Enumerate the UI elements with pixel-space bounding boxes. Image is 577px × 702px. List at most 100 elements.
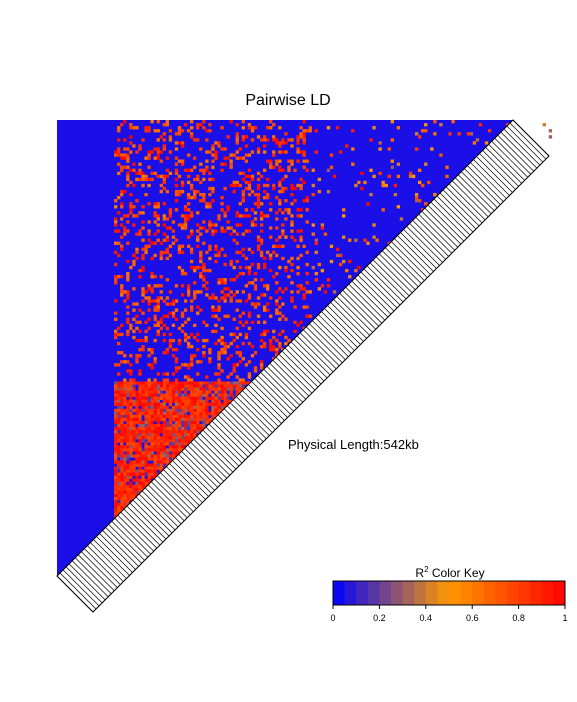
heatmap-cell [162, 445, 166, 449]
heatmap-cell [259, 238, 264, 242]
heatmap-cell [156, 387, 160, 391]
heatmap-cell [123, 414, 127, 419]
heatmap-cell [144, 244, 148, 248]
heatmap-cell [214, 153, 218, 157]
heatmap-cell [117, 126, 121, 130]
heatmap-cell [159, 430, 163, 434]
heatmap-cell [247, 281, 252, 285]
color-key-swatch [437, 581, 450, 605]
heatmap-cell [302, 244, 306, 248]
heatmap-cell [117, 427, 121, 431]
heatmap-cell [135, 150, 139, 154]
heatmap-cell [183, 272, 188, 276]
heatmap-cell [162, 402, 166, 407]
snp-position-marker [178, 454, 215, 491]
heatmap-cell [135, 360, 139, 364]
heatmap-cell [351, 162, 355, 166]
heatmap-cell [117, 408, 121, 413]
heatmap-cell [123, 393, 127, 397]
heatmap-cell [293, 320, 297, 324]
heatmap-cell [466, 132, 470, 136]
heatmap-cell [259, 366, 264, 370]
heatmap-cell [193, 354, 197, 358]
heatmap-cell [153, 220, 157, 224]
heatmap-cell [153, 463, 157, 467]
heatmap-cell [117, 326, 121, 331]
heatmap-cell [138, 454, 142, 458]
heatmap-cell [253, 202, 258, 206]
heatmap-cell [235, 390, 239, 394]
color-key-swatch [530, 581, 543, 605]
heatmap-cell [120, 430, 124, 434]
heatmap-cell [180, 250, 185, 255]
heatmap-cell [266, 250, 270, 255]
heatmap-cell [138, 396, 142, 400]
snp-position-marker [439, 192, 477, 230]
heatmap-cell [290, 281, 294, 285]
heatmap-cell [232, 189, 236, 194]
heatmap-cell [168, 344, 173, 349]
heatmap-cell [190, 411, 194, 416]
heatmap-cell [241, 272, 246, 276]
heatmap-cell [296, 138, 300, 142]
heatmap-cell [153, 202, 157, 206]
heatmap-cell [244, 256, 249, 261]
heatmap-cell [202, 399, 206, 404]
heatmap-cell [256, 320, 261, 324]
heatmap-cell [168, 393, 173, 397]
heatmap-cell [147, 457, 151, 461]
heatmap-cell [126, 402, 130, 407]
snp-position-marker [324, 308, 361, 345]
heatmap-cell [150, 457, 154, 461]
heatmap-cell [159, 387, 163, 391]
heatmap-cell [129, 192, 133, 197]
heatmap-cell [305, 281, 309, 285]
heatmap-cell [217, 250, 221, 255]
heatmap-cell [424, 123, 428, 127]
snp-position-marker [321, 311, 358, 348]
heatmap-cell [138, 469, 142, 473]
heatmap-cell [117, 509, 121, 513]
heatmap-cell [174, 390, 179, 394]
heatmap-cell [208, 244, 212, 248]
heatmap-cell [150, 475, 154, 480]
heatmap-cell [244, 214, 249, 218]
heatmap-cell [354, 268, 358, 273]
heatmap-cell [302, 153, 306, 157]
heatmap-cell [275, 217, 279, 221]
heatmap-cell [250, 220, 255, 224]
heatmap-cell [126, 305, 130, 309]
heatmap-cell [132, 454, 136, 458]
heatmap-cell [348, 238, 352, 242]
snp-position-marker [360, 271, 398, 309]
heatmap-cell [199, 272, 203, 276]
heatmap-cell [220, 348, 224, 352]
heatmap-cell [199, 180, 203, 185]
heatmap-cell [126, 171, 130, 176]
snp-position-marker [473, 159, 510, 196]
heatmap-cell [244, 381, 249, 385]
heatmap-cell [141, 430, 145, 434]
heatmap-cell [126, 259, 130, 264]
color-key-swatch [425, 581, 438, 605]
heatmap-cell [144, 290, 148, 294]
heatmap-cell [193, 138, 197, 142]
heatmap-cell [117, 253, 121, 258]
heatmap-cell [329, 165, 334, 169]
heatmap-cell [162, 351, 166, 355]
heatmap-cell [193, 399, 197, 404]
heatmap-cell [548, 129, 553, 133]
heatmap-cell [117, 484, 121, 489]
heatmap-cell [147, 396, 151, 400]
heatmap-cell [162, 132, 166, 136]
heatmap-cell [311, 223, 315, 227]
heatmap-cell [278, 202, 282, 206]
heatmap-cell [342, 214, 346, 218]
heatmap-cell [126, 420, 130, 425]
heatmap-cell [299, 320, 303, 324]
heatmap-cell [177, 132, 182, 136]
heatmap-cell [138, 232, 142, 236]
heatmap-cell [205, 396, 209, 400]
heatmap-cell [114, 390, 118, 394]
heatmap-cell [259, 202, 264, 206]
